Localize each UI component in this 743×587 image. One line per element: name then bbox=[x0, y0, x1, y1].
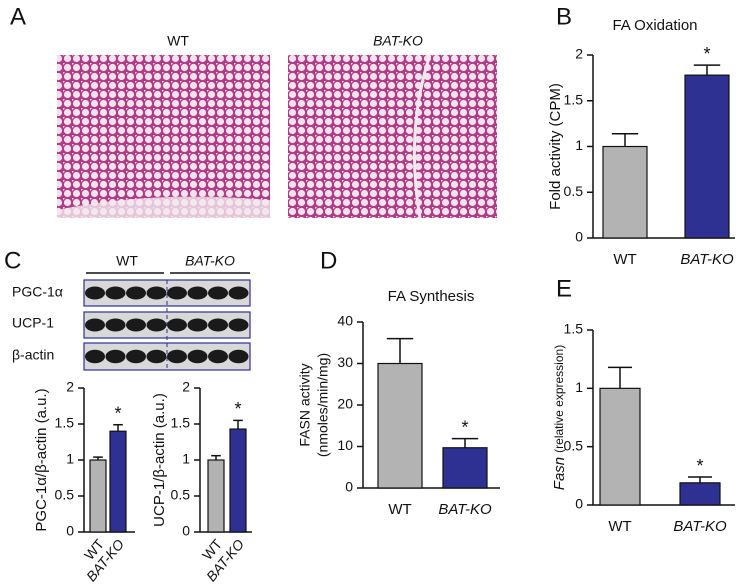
histology-label: BAT-KO bbox=[373, 33, 423, 49]
chart-title: FA Synthesis bbox=[388, 288, 475, 305]
y-tick-label: 1 bbox=[575, 137, 583, 153]
y-tick-label: 0 bbox=[66, 523, 74, 539]
blot-band bbox=[228, 286, 249, 300]
blot-band bbox=[167, 318, 187, 332]
y-tick-label: 1.5 bbox=[55, 415, 75, 431]
histology-tissue bbox=[412, 54, 432, 219]
bar bbox=[599, 387, 641, 506]
y-tick-label: 0 bbox=[575, 229, 583, 245]
y-axis-label-gene: Fasn bbox=[551, 457, 568, 490]
y-tick-label: 20 bbox=[337, 396, 353, 412]
blot-band bbox=[85, 349, 105, 364]
y-tick-label: 2 bbox=[575, 46, 583, 62]
y-tick-label: 10 bbox=[337, 437, 353, 453]
y-tick-label: 40 bbox=[337, 313, 353, 329]
panel-letter: A bbox=[10, 3, 26, 30]
blot-band bbox=[85, 286, 105, 300]
y-axis-label: UCP-1/β-actin (a.u.) bbox=[151, 393, 168, 527]
y-axis-label: PGC-1α/β-actin (a.u.) bbox=[33, 388, 50, 531]
blot-band bbox=[187, 349, 208, 364]
y-tick-label: 1.5 bbox=[564, 91, 584, 107]
blot-band bbox=[146, 349, 167, 364]
y-tick-label: 2 bbox=[182, 379, 190, 395]
blot-band bbox=[167, 349, 187, 364]
blot-group: WT bbox=[116, 253, 138, 269]
significance-mark: * bbox=[234, 399, 241, 419]
histology-tissue bbox=[57, 196, 270, 218]
significance-mark: * bbox=[461, 417, 468, 437]
y-tick-label: 1.5 bbox=[564, 321, 584, 337]
bar bbox=[89, 459, 107, 533]
panel-letter: B bbox=[556, 3, 572, 30]
bar bbox=[207, 459, 225, 533]
blot-band bbox=[167, 286, 187, 300]
y-axis-label: Fasn (relative expression) bbox=[551, 345, 568, 490]
chart-title: FA Oxidation bbox=[612, 17, 697, 34]
blot-band bbox=[208, 318, 228, 332]
blot-band bbox=[126, 286, 146, 300]
x-tick-label: BAT-KO bbox=[673, 518, 727, 535]
y-tick-label: 0 bbox=[345, 479, 353, 495]
x-tick-label: WT bbox=[388, 501, 411, 518]
bar bbox=[442, 447, 488, 489]
blot-row-label: PGC-1α bbox=[12, 284, 63, 300]
bar bbox=[229, 428, 247, 533]
bar bbox=[602, 145, 648, 239]
panel-letter: C bbox=[4, 247, 21, 274]
y-tick-label: 1.5 bbox=[171, 415, 191, 431]
blot-band bbox=[105, 349, 126, 364]
blot-row-label: UCP-1 bbox=[12, 315, 54, 331]
blot-band bbox=[105, 318, 126, 332]
y-tick-label: 0.5 bbox=[564, 183, 584, 199]
blot-group: BAT-KO bbox=[185, 253, 235, 269]
histology-label: WT bbox=[167, 33, 189, 49]
blot-band bbox=[208, 349, 228, 364]
blot-band bbox=[228, 349, 249, 364]
blot-band bbox=[126, 318, 146, 332]
significance-mark: * bbox=[696, 456, 703, 476]
y-axis-label: (nmoles/min/mg) bbox=[315, 353, 331, 457]
y-tick-label: 1 bbox=[182, 451, 190, 467]
y-tick-label: 30 bbox=[337, 354, 353, 370]
y-tick-label: 0 bbox=[182, 523, 190, 539]
blot-band bbox=[126, 349, 146, 364]
blot-band bbox=[105, 286, 126, 300]
blot-band bbox=[187, 286, 208, 300]
histology-image bbox=[57, 55, 270, 218]
x-tick-label: WT bbox=[608, 518, 631, 535]
bar bbox=[109, 430, 127, 533]
y-tick-label: 1 bbox=[575, 379, 583, 395]
blot-band bbox=[187, 318, 208, 332]
x-tick-label: BAT-KO bbox=[438, 501, 492, 518]
y-tick-label: 1 bbox=[66, 451, 74, 467]
y-tick-label: 0.5 bbox=[55, 487, 75, 503]
blot-band bbox=[146, 286, 167, 300]
panel-letter: E bbox=[556, 275, 572, 302]
x-tick-label: BAT-KO bbox=[680, 251, 734, 268]
blot-band bbox=[208, 286, 228, 300]
blot-band bbox=[146, 318, 167, 332]
blot-row-label: β-actin bbox=[12, 347, 54, 363]
y-tick-label: 0 bbox=[575, 496, 583, 512]
bar bbox=[684, 74, 730, 239]
significance-mark: * bbox=[703, 44, 710, 64]
histology-image bbox=[288, 55, 497, 218]
charts: 0 0.5 1 1.5 2 FA Oxidation Fold activity (CPM)… bbox=[33, 17, 735, 584]
y-tick-label: 0.5 bbox=[171, 487, 191, 503]
bar bbox=[679, 482, 721, 506]
blot-band bbox=[228, 318, 249, 332]
bar bbox=[377, 362, 423, 489]
panel-letter: D bbox=[320, 247, 337, 274]
blot-band bbox=[85, 318, 105, 332]
significance-mark: * bbox=[114, 403, 121, 423]
y-axis-label: Fold activity (CPM) bbox=[547, 83, 564, 210]
y-tick-label: 2 bbox=[66, 379, 74, 395]
x-tick-label: WT bbox=[613, 251, 636, 268]
y-tick-label: 0.5 bbox=[564, 437, 584, 453]
y-axis-label: FASN activity bbox=[297, 363, 313, 446]
y-axis-label-unit: (relative expression) bbox=[552, 345, 566, 453]
blot bbox=[83, 279, 251, 371]
